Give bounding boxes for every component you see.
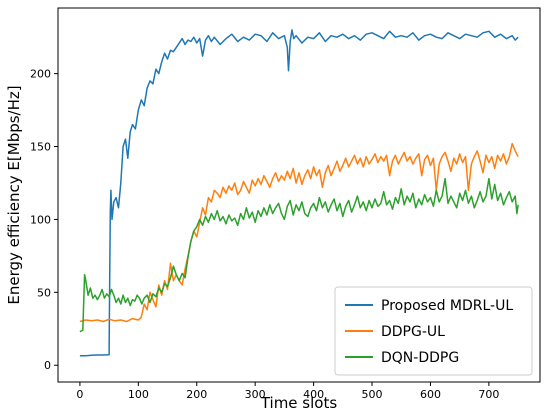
x-tick-label: 500 — [362, 388, 383, 401]
legend-label-ddpg-ul: DDPG-UL — [381, 324, 445, 340]
x-tick-label: 300 — [245, 388, 266, 401]
y-axis-label: Energy efficiency E[Mbps/Hz] — [5, 85, 23, 304]
y-axis: 0 50 100 150 200 — [30, 68, 58, 372]
x-tick-label: 0 — [76, 388, 83, 401]
x-tick-label: 200 — [186, 388, 207, 401]
y-tick-label: 200 — [30, 68, 51, 81]
legend-label-proposed-mdrl-ul: Proposed MDRL-UL — [381, 298, 513, 314]
legend-label-dqn-ddpg: DQN-DDPG — [381, 350, 459, 366]
legend-box — [334, 286, 533, 376]
plot-frame — [57, 7, 541, 383]
legend: Proposed MDRL-UL DDPG-UL DQN-DDPG — [334, 286, 533, 376]
x-axis-label: Time slots — [260, 394, 338, 412]
x-tick-label: 100 — [128, 388, 149, 401]
x-tick-label: 700 — [478, 388, 499, 401]
x-tick-label: 400 — [303, 388, 324, 401]
x-axis: 0 100 200 300 400 500 600 700 — [76, 382, 499, 401]
plot-area — [79, 29, 519, 357]
y-tick-label: 100 — [30, 213, 51, 226]
series-line-proposed-mdrl-ul — [79, 29, 519, 357]
x-tick-label: 600 — [420, 388, 441, 401]
y-tick-label: 0 — [44, 359, 51, 372]
y-tick-label: 150 — [30, 141, 51, 154]
y-tick-label: 50 — [37, 286, 51, 299]
series-line-dqn-ddpg — [79, 177, 519, 333]
